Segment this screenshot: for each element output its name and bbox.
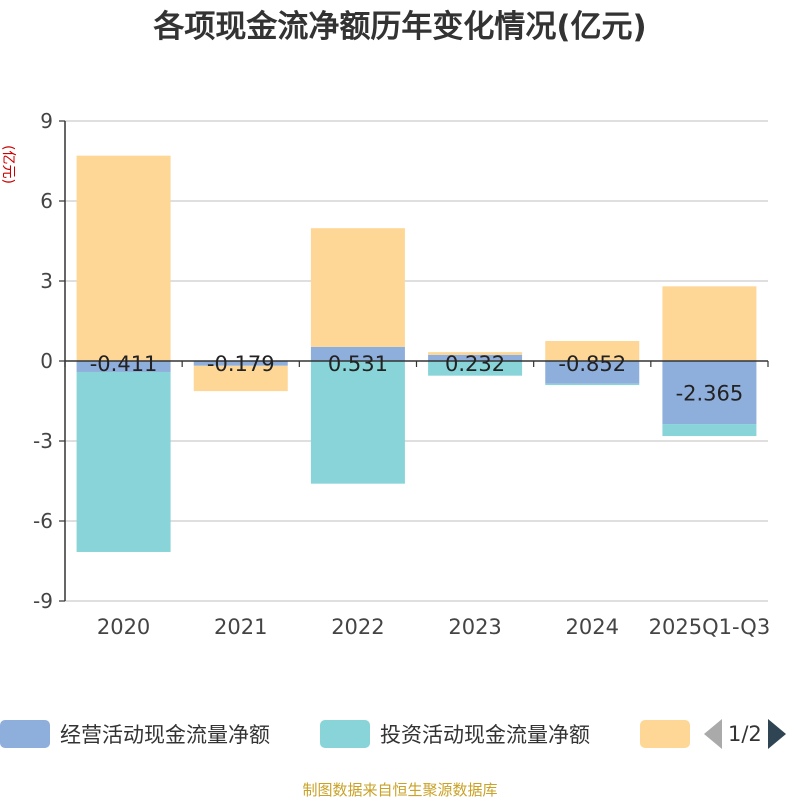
y-tick-label: 3: [40, 269, 53, 293]
y-tick-label: 9: [40, 109, 53, 133]
bar-series2-3[interactable]: [428, 352, 523, 355]
data-label: -0.411: [90, 352, 158, 376]
data-label: -0.179: [207, 352, 275, 376]
legend-swatch-investing: [320, 720, 370, 748]
legend-pager: 1/2: [700, 716, 800, 752]
legend-swatch-third: [640, 720, 690, 748]
legend: 经营活动现金流量净额 投资活动现金流量净额: [0, 716, 800, 752]
x-tick-label: 2025Q1-Q3: [649, 615, 771, 639]
axes: 9 6 3 0 -3 -6 -9 2020 2021 2022 2023 2024 2025Q1-Q3: [33, 109, 770, 639]
data-label: 0.232: [445, 352, 505, 376]
pager-text: 1/2: [728, 722, 762, 746]
bar-series2-1[interactable]: [193, 365, 288, 392]
data-label: 0.531: [328, 352, 388, 376]
bar-series1-2[interactable]: [310, 361, 405, 484]
bar-series0-3[interactable]: [428, 354, 523, 361]
y-axis-unit-label: (亿元): [0, 145, 16, 184]
bar-series0-5[interactable]: [662, 361, 757, 425]
data-label: -0.852: [558, 352, 626, 376]
x-tick-label: 2021: [214, 615, 267, 639]
y-tick-label: 0: [40, 349, 53, 373]
y-tick-label: 6: [40, 189, 53, 213]
x-tick-label: 2024: [566, 615, 619, 639]
bar-series0-1[interactable]: [193, 361, 288, 366]
x-tick-label: 2022: [331, 615, 384, 639]
legend-item-investing[interactable]: 投资活动现金流量净额: [320, 716, 590, 752]
x-tick-label: 2020: [97, 615, 150, 639]
bars: [76, 155, 757, 552]
bar-series2-0[interactable]: [76, 155, 171, 361]
legend-item-operating[interactable]: 经营活动现金流量净额: [0, 716, 270, 752]
bar-series1-3[interactable]: [428, 361, 523, 376]
bar-series0-0[interactable]: [76, 361, 171, 372]
chart-title: 各项现金流净额历年变化情况(亿元): [153, 9, 647, 45]
y-tick-label: -3: [33, 429, 53, 453]
legend-swatch-operating: [0, 720, 50, 748]
y-tick-label: -9: [33, 589, 53, 613]
data-label: -2.365: [676, 382, 744, 406]
bar-series1-4[interactable]: [545, 383, 640, 386]
x-tick-label: 2023: [448, 615, 501, 639]
pager-next-icon[interactable]: [767, 719, 786, 749]
bar-series2-5[interactable]: [662, 286, 757, 361]
y-tick-label: -6: [33, 509, 53, 533]
legend-label-operating: 经营活动现金流量净额: [60, 723, 270, 747]
bar-series1-5[interactable]: [662, 424, 757, 437]
source-note: 制图数据来自恒生聚源数据库: [302, 781, 498, 799]
legend-item-third[interactable]: [640, 716, 690, 752]
pager-prev-icon[interactable]: [704, 719, 722, 749]
bar-series2-4[interactable]: [545, 341, 640, 361]
bar-series2-2[interactable]: [310, 228, 405, 347]
grid-lines: [65, 120, 768, 602]
bar-series0-2[interactable]: [310, 346, 405, 361]
bar-series0-4[interactable]: [545, 361, 640, 384]
data-labels: -0.411 -0.179 0.531 0.232 -0.852 -2.365: [90, 352, 744, 406]
legend-label-investing: 投资活动现金流量净额: [380, 723, 590, 747]
bar-series1-0[interactable]: [76, 371, 171, 552]
